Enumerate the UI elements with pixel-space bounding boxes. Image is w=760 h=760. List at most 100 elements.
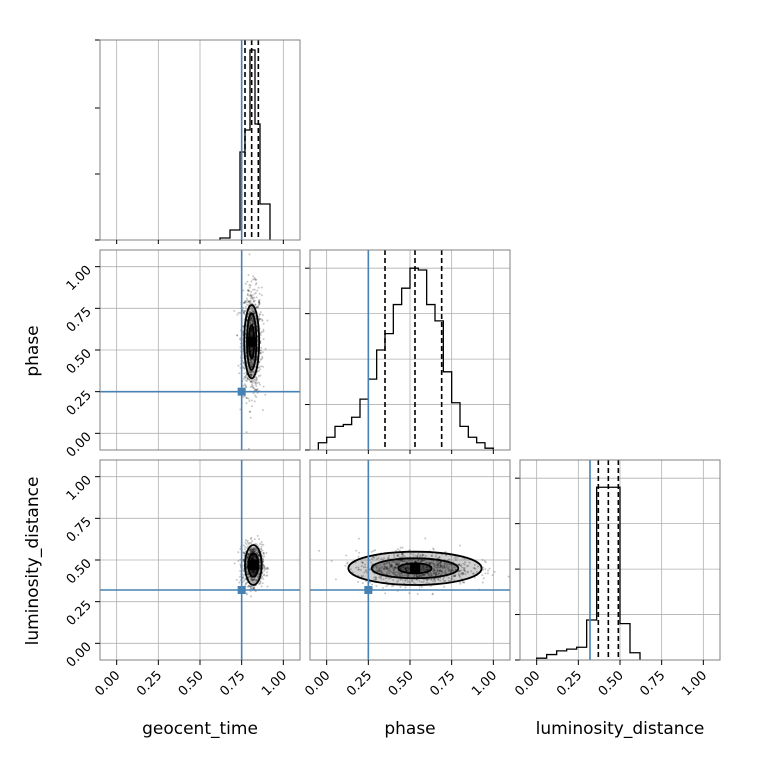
scatter-point	[261, 408, 264, 411]
ytick-label-phase-3: 0.75	[64, 305, 95, 336]
scatter-point	[249, 317, 252, 320]
scatter-point	[483, 560, 486, 563]
scatter-point	[252, 387, 255, 390]
scatter-point	[432, 568, 435, 571]
scatter-point	[344, 564, 347, 567]
scatter-point	[254, 556, 257, 559]
scatter-point	[249, 300, 252, 303]
scatter-point	[252, 550, 255, 553]
truth-marker	[364, 586, 373, 594]
scatter-point	[256, 552, 259, 555]
scatter-point	[394, 561, 397, 564]
scatter-point	[246, 299, 249, 302]
scatter-point	[250, 358, 253, 361]
scatter-point	[245, 566, 248, 569]
scatter-point	[462, 562, 465, 565]
scatter-point	[246, 315, 249, 318]
scatter-point	[251, 362, 254, 365]
scatter-point	[250, 317, 253, 320]
scatter-point	[249, 416, 252, 419]
scatter-point	[250, 371, 253, 374]
scatter-point	[372, 549, 375, 552]
hist-bin-2	[335, 426, 343, 450]
scatter-point	[255, 543, 258, 546]
scatter-point	[399, 568, 402, 571]
scatter-point	[434, 573, 437, 576]
scatter-point	[357, 568, 360, 571]
scatter-point	[254, 551, 257, 554]
scatter-point	[254, 570, 257, 573]
scatter-point	[249, 373, 252, 376]
scatter-point	[387, 570, 390, 573]
scatter-point	[251, 319, 254, 322]
scatter-point	[244, 379, 247, 382]
scatter-point	[258, 317, 261, 320]
scatter-point	[243, 383, 246, 386]
scatter-point	[249, 319, 252, 322]
scatter-point	[436, 569, 439, 572]
scatter-point	[242, 395, 245, 398]
scatter-point	[430, 574, 433, 577]
scatter-point	[397, 563, 400, 566]
scatter-point	[246, 556, 249, 559]
scatter-point	[246, 572, 249, 575]
hist-bin-4	[250, 50, 255, 240]
hist-bin-11	[410, 268, 418, 450]
scatter-point	[261, 357, 264, 360]
scatter-point	[392, 584, 395, 587]
scatter-point	[252, 548, 255, 551]
scatter-point	[262, 543, 265, 546]
scatter-point	[384, 567, 387, 570]
scatter-point	[252, 311, 255, 314]
scatter-point	[437, 564, 440, 567]
scatter-point	[246, 541, 249, 544]
scatter-point	[256, 388, 259, 391]
scatter-point	[377, 568, 380, 571]
scatter-point	[419, 560, 422, 563]
scatter-point	[245, 386, 248, 389]
scatter-point	[261, 319, 264, 322]
scatter-point	[420, 586, 423, 589]
scatter-point	[481, 574, 484, 577]
scatter-point	[425, 568, 428, 571]
scatter-point	[246, 581, 249, 584]
scatter-point	[261, 582, 264, 585]
scatter-point	[253, 538, 256, 541]
scatter-point	[258, 566, 261, 569]
scatter-point	[371, 583, 374, 586]
scatter-point	[246, 280, 249, 283]
scatter-point	[249, 294, 252, 297]
scatter-point	[260, 346, 263, 349]
scatter-point	[251, 581, 254, 584]
scatter-point	[398, 556, 401, 559]
scatter-point	[239, 312, 242, 315]
scatter-point	[256, 554, 259, 557]
scatter-point	[390, 560, 393, 563]
scatter-point	[430, 554, 433, 557]
scatter-point	[251, 556, 254, 559]
scatter-point	[377, 566, 380, 569]
scatter-point	[244, 282, 247, 285]
scatter-point	[464, 561, 467, 564]
scatter-point	[246, 556, 249, 559]
scatter-point	[396, 548, 399, 551]
scatter-point	[233, 309, 236, 312]
scatter-point	[245, 566, 248, 569]
scatter-point	[255, 306, 258, 309]
scatter-point	[250, 363, 253, 366]
scatter-point	[260, 545, 263, 548]
scatter-point	[432, 572, 435, 575]
scatter-point	[462, 566, 465, 569]
scatter-point	[253, 554, 256, 557]
scatter-point	[248, 253, 251, 256]
scatter-point	[439, 561, 442, 564]
scatter-point	[261, 558, 264, 561]
scatter-point	[239, 408, 242, 411]
scatter-point	[378, 569, 381, 572]
scatter-point	[251, 569, 254, 572]
scatter-point	[250, 570, 253, 573]
scatter-point	[248, 552, 251, 555]
scatter-point	[242, 301, 245, 304]
scatter-point	[242, 361, 245, 364]
scatter-point	[248, 378, 251, 381]
